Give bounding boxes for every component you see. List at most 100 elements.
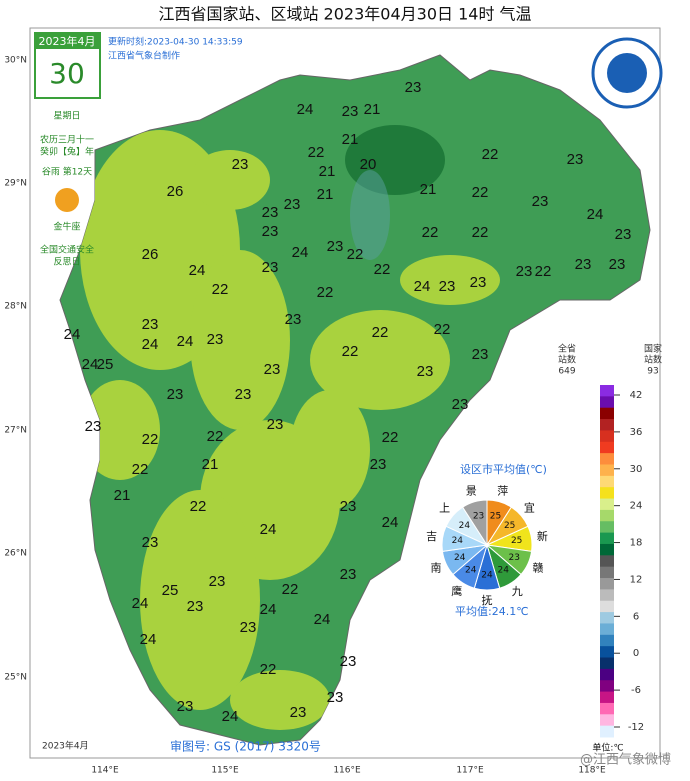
colorbar-cell [600,668,614,681]
station-value: 21 [317,186,334,203]
station-value: 24 [297,101,314,118]
colorbar-cell [600,725,614,738]
station-value: 22 [472,224,489,241]
city-name: 萍 [497,484,508,497]
station-value: 24 [64,326,81,343]
warm-zone [190,150,270,210]
city-value: 24 [459,521,471,531]
station-value: 22 [207,428,224,445]
colorbar-cell [600,657,614,670]
colorbar-cell [600,521,614,534]
city-value: 25 [511,536,522,546]
station-value: 25 [97,356,114,373]
colorbar-cell [600,532,614,545]
station-value: 23 [340,566,357,583]
colorbar-cell [600,385,614,397]
warm-zone [190,250,290,430]
station-value: 23 [142,534,159,551]
station-value: 25 [162,582,179,599]
city-name: 上 [439,501,450,514]
station-value: 22 [190,498,207,515]
count-label: 站数 [644,354,662,366]
colorbar-cell [600,407,614,420]
colorbar-cell [600,623,614,636]
station-value: 23 [142,316,159,333]
solar-term: 谷雨 第12天 [42,166,92,178]
station-value: 22 [372,324,389,341]
logo-inner [607,53,647,93]
station-value: 24 [82,356,99,373]
station-value: 24 [587,206,604,223]
pie-title: 设区市平均值(℃) [460,462,547,476]
colorbar-cell [600,646,614,659]
legend-unit: 单位:℃ [592,742,623,754]
station-value: 22 [434,321,451,338]
station-value: 23 [262,259,279,276]
station-value: 24 [140,631,157,648]
colorbar-cell [600,702,614,715]
count-value: 649 [558,367,575,377]
city-value: 25 [490,512,501,522]
warm-zone [290,390,370,510]
station-value: 23 [567,151,584,168]
calendar-day: 30 [49,57,85,90]
station-value: 23 [575,256,592,273]
legend-label: 12 [630,574,643,585]
city-name: 九 [512,585,523,598]
weekday: 星期日 [53,111,80,122]
station-value: 23 [370,456,387,473]
lon-label: 116°E [333,766,361,776]
lon-label: 117°E [456,766,484,776]
lon-label: 115°E [211,766,239,776]
legend-label: 42 [630,390,643,401]
legend-label: 36 [630,427,643,438]
station-value: 23 [452,396,469,413]
colorbar-cell [600,589,614,602]
station-value: 23 [207,331,224,348]
colorbar-cell [600,430,614,443]
warm-zone [140,490,260,710]
station-value: 23 [85,418,102,435]
station-value: 22 [472,184,489,201]
station-value: 23 [470,274,487,291]
legend-label: 6 [633,611,639,622]
colorbar-cell [600,714,614,727]
city-value: 24 [454,553,466,563]
legend-label: -12 [628,722,644,733]
city-name: 吉 [426,530,437,543]
colorbar-cell [600,612,614,624]
approval: 审图号: GS (2017) 3320号 [170,739,321,754]
station-value: 24 [177,333,194,350]
lat-label: 27°N [4,426,27,436]
colorbar-cell [600,441,614,454]
warm-zone [80,380,160,480]
colorbar-cell [600,396,614,409]
station-value: 23 [439,278,456,295]
station-value: 23 [472,346,489,363]
warm-zone [230,670,330,730]
station-value: 23 [342,103,359,120]
lat-label: 26°N [4,549,27,559]
colorbar-cell [600,498,614,511]
station-value: 22 [132,461,149,478]
colorbar-cell [600,555,614,568]
lon-label: 118°E [578,766,606,776]
colorbar-cell [600,419,614,431]
station-value: 23 [235,386,252,403]
city-value: 24 [452,536,464,546]
station-value: 26 [167,183,184,200]
station-value: 23 [340,498,357,515]
calendar-head [35,33,100,49]
station-value: 23 [284,196,301,213]
station-value: 26 [142,246,159,263]
station-value: 24 [260,521,277,538]
station-value: 23 [516,263,533,280]
station-value: 20 [360,156,377,173]
colorbar-cell [600,543,614,556]
station-value: 22 [142,431,159,448]
station-value: 21 [202,456,219,473]
station-value: 23 [285,311,302,328]
colorbar-cell [600,691,614,704]
station-value: 24 [414,278,431,295]
